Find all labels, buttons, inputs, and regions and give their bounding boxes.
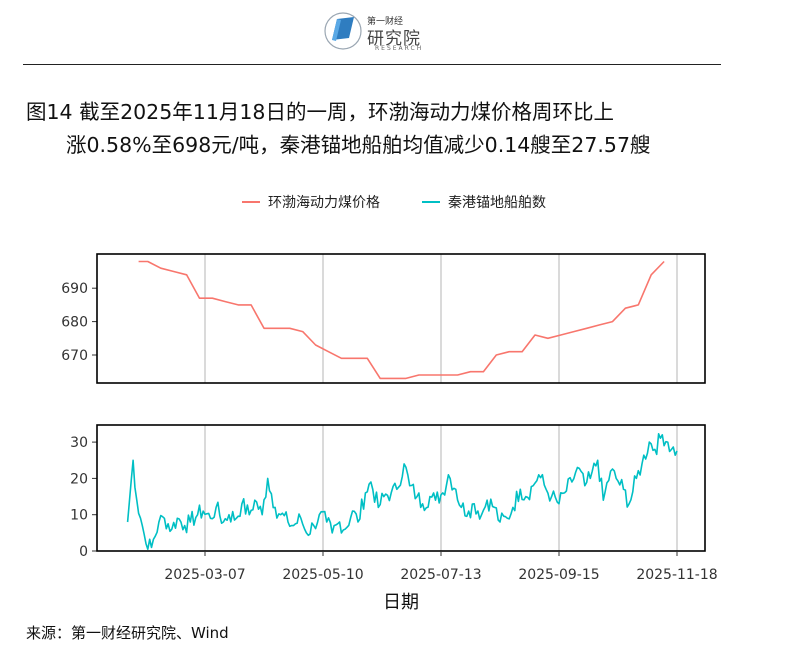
y-tick-label-p2-3: 30 <box>70 435 88 451</box>
panel-frame-1 <box>96 253 706 384</box>
y-tick-label-p2-0: 0 <box>79 544 88 560</box>
series-line-price <box>138 260 665 380</box>
legend-label-price: 环渤海动力煤价格 <box>268 195 380 211</box>
figure-title-line2: 涨0.58%至698元/吨，秦港锚地船舶均值减少0.14艘至27.57艘 <box>66 133 651 157</box>
x-tick-label-0: 2025-03-07 <box>164 567 245 583</box>
logo-brand-main: 研究院 <box>367 29 421 49</box>
series-line-ships <box>126 432 678 551</box>
y-tick-label-p2-1: 10 <box>70 508 88 524</box>
y-tick-label-p1-0: 670 <box>61 348 88 364</box>
legend-label-ships: 秦港锚地船舶数 <box>448 195 546 211</box>
x-tick-label-1: 2025-05-10 <box>282 567 363 583</box>
figure-title-line1: 图14 截至2025年11月18日的一周，环渤海动力煤价格周环比上 <box>26 100 614 124</box>
source-note: 来源：第一财经研究院、Wind <box>26 624 229 642</box>
panel-frame-2 <box>96 424 706 552</box>
header-divider <box>23 64 721 65</box>
figure-title: 图14 截至2025年11月18日的一周，环渤海动力煤价格周环比上 涨0.58%… <box>26 96 726 162</box>
x-axis-title: 日期 <box>383 592 419 613</box>
y-tick-label-p1-1: 680 <box>61 315 88 331</box>
logo-mark-icon <box>324 12 362 50</box>
x-tick-label-3: 2025-09-15 <box>518 567 599 583</box>
y-tick-label-p1-2: 690 <box>61 281 88 297</box>
logo-brand-sub: RESEARCH <box>375 45 424 52</box>
brand-logo: 第一财经 研究院 RESEARCH <box>323 8 433 56</box>
x-tick-label-2: 2025-07-13 <box>400 567 481 583</box>
logo-brand-top: 第一财经 <box>367 17 404 27</box>
x-tick-label-4: 2025-11-18 <box>636 567 717 583</box>
y-tick-label-p2-2: 20 <box>70 471 88 487</box>
